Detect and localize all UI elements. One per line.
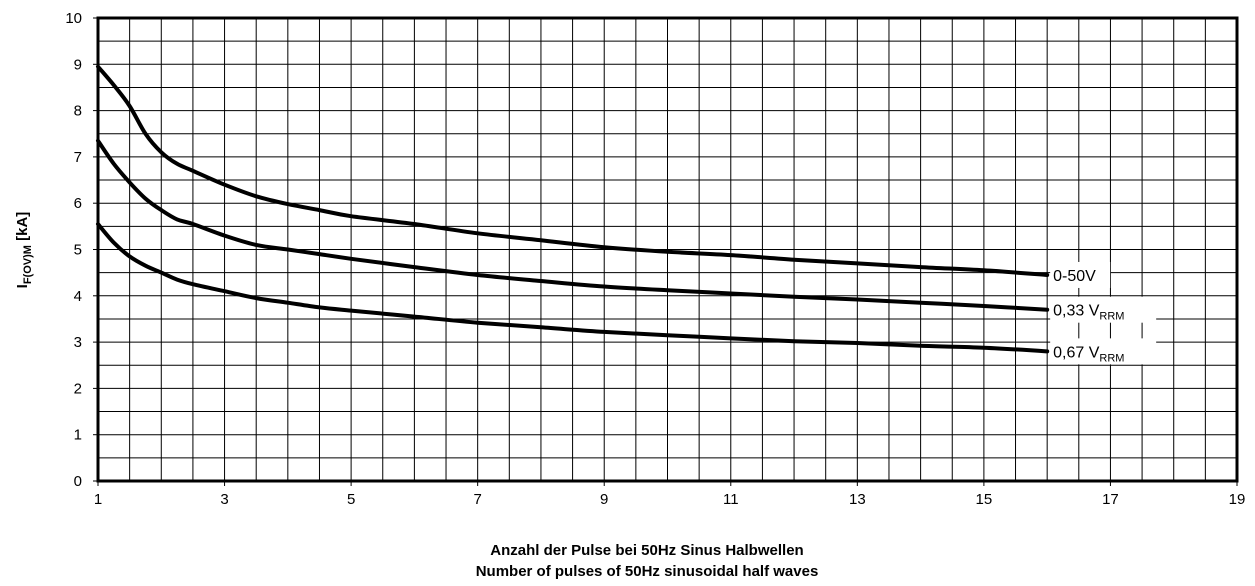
x-tick-label: 11 xyxy=(723,491,739,508)
series-line-1 xyxy=(96,64,1050,277)
x-tick-labels: 1 3 5 7 9 11 13 15 17 19 xyxy=(94,481,1246,508)
series-label-main: 0,33 V xyxy=(1053,303,1100,320)
y-axis-title-unit: [kA] xyxy=(14,212,31,245)
x-axis-title-line2: Number of pulses of 50Hz sinusoidal half… xyxy=(476,563,819,580)
y-axis-title-main: I xyxy=(14,284,31,288)
y-tick-label: 5 xyxy=(74,242,82,259)
y-tick-label: 10 xyxy=(65,10,82,27)
y-tick-label: 8 xyxy=(74,103,82,120)
series-line-3 xyxy=(96,222,1050,354)
x-tick-label: 1 xyxy=(94,491,102,508)
y-tick-label: 6 xyxy=(74,195,82,212)
x-tick-label: 19 xyxy=(1229,491,1246,508)
series-label-main: 0,67 V xyxy=(1053,344,1100,361)
x-tick-label: 9 xyxy=(600,491,608,508)
series-label-background xyxy=(1050,338,1157,365)
x-axis-title-line1: Anzahl der Pulse bei 50Hz Sinus Halbwell… xyxy=(490,542,803,559)
y-tick-label: 1 xyxy=(74,427,82,444)
series-label-main: 0-50V xyxy=(1053,268,1096,285)
series-label-background xyxy=(1050,296,1157,323)
x-tick-label: 7 xyxy=(473,491,481,508)
x-tick-label: 13 xyxy=(849,491,866,508)
x-tick-label: 15 xyxy=(976,491,993,508)
y-tick-labels: 0 1 2 3 4 5 6 7 8 9 10 xyxy=(65,10,98,490)
y-axis-title: IF(OV)M [kA] xyxy=(14,212,34,289)
series-label-3: 0,67 VRRM xyxy=(1053,344,1124,364)
series-label-1: 0-50V xyxy=(1053,268,1096,285)
y-tick-label: 3 xyxy=(74,334,82,351)
y-tick-label: 7 xyxy=(74,149,82,166)
series-label-subscript: RRM xyxy=(1099,311,1124,323)
y-tick-label: 4 xyxy=(74,288,82,305)
grid-lines xyxy=(98,18,1237,481)
series-line-2 xyxy=(96,138,1050,312)
y-axis-title-sub: F(OV)M xyxy=(22,245,34,284)
series-curves xyxy=(96,64,1050,354)
y-tick-label: 9 xyxy=(74,56,82,73)
x-tick-label: 3 xyxy=(220,491,228,508)
y-tick-label: 2 xyxy=(74,380,82,397)
y-tick-label: 0 xyxy=(74,473,82,490)
series-label-background xyxy=(1050,261,1111,288)
series-label-2: 0,33 VRRM xyxy=(1053,303,1124,323)
x-tick-label: 5 xyxy=(347,491,355,508)
series-label-subscript: RRM xyxy=(1099,352,1124,364)
x-tick-label: 17 xyxy=(1102,491,1119,508)
